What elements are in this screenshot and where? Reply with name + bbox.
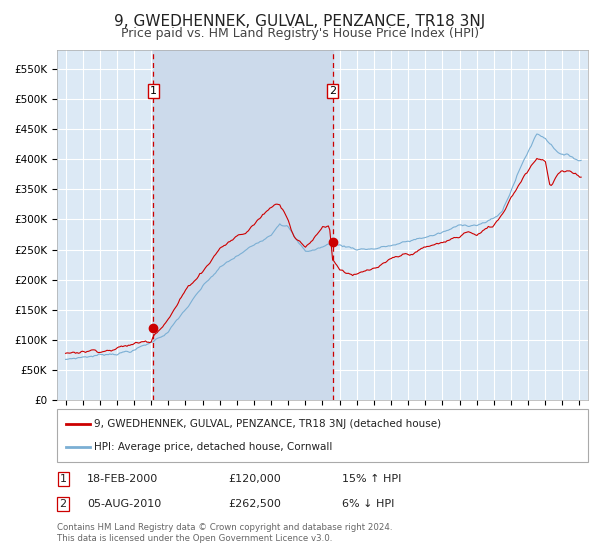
Text: 9, GWEDHENNEK, GULVAL, PENZANCE, TR18 3NJ (detached house): 9, GWEDHENNEK, GULVAL, PENZANCE, TR18 3N… xyxy=(94,419,442,429)
Text: £262,500: £262,500 xyxy=(228,499,281,509)
Text: Price paid vs. HM Land Registry's House Price Index (HPI): Price paid vs. HM Land Registry's House … xyxy=(121,27,479,40)
Text: 1: 1 xyxy=(59,474,67,484)
Text: 9, GWEDHENNEK, GULVAL, PENZANCE, TR18 3NJ: 9, GWEDHENNEK, GULVAL, PENZANCE, TR18 3N… xyxy=(115,14,485,29)
Text: 05-AUG-2010: 05-AUG-2010 xyxy=(87,499,161,509)
Text: 1: 1 xyxy=(150,86,157,96)
Text: 2: 2 xyxy=(59,499,67,509)
Text: 15% ↑ HPI: 15% ↑ HPI xyxy=(342,474,401,484)
Bar xyxy=(154,50,332,400)
Text: 2: 2 xyxy=(329,86,336,96)
Text: 6% ↓ HPI: 6% ↓ HPI xyxy=(342,499,394,509)
Text: 18-FEB-2000: 18-FEB-2000 xyxy=(87,474,158,484)
Text: HPI: Average price, detached house, Cornwall: HPI: Average price, detached house, Corn… xyxy=(94,442,332,452)
Text: £120,000: £120,000 xyxy=(228,474,281,484)
Text: Contains HM Land Registry data © Crown copyright and database right 2024.
This d: Contains HM Land Registry data © Crown c… xyxy=(57,524,392,543)
